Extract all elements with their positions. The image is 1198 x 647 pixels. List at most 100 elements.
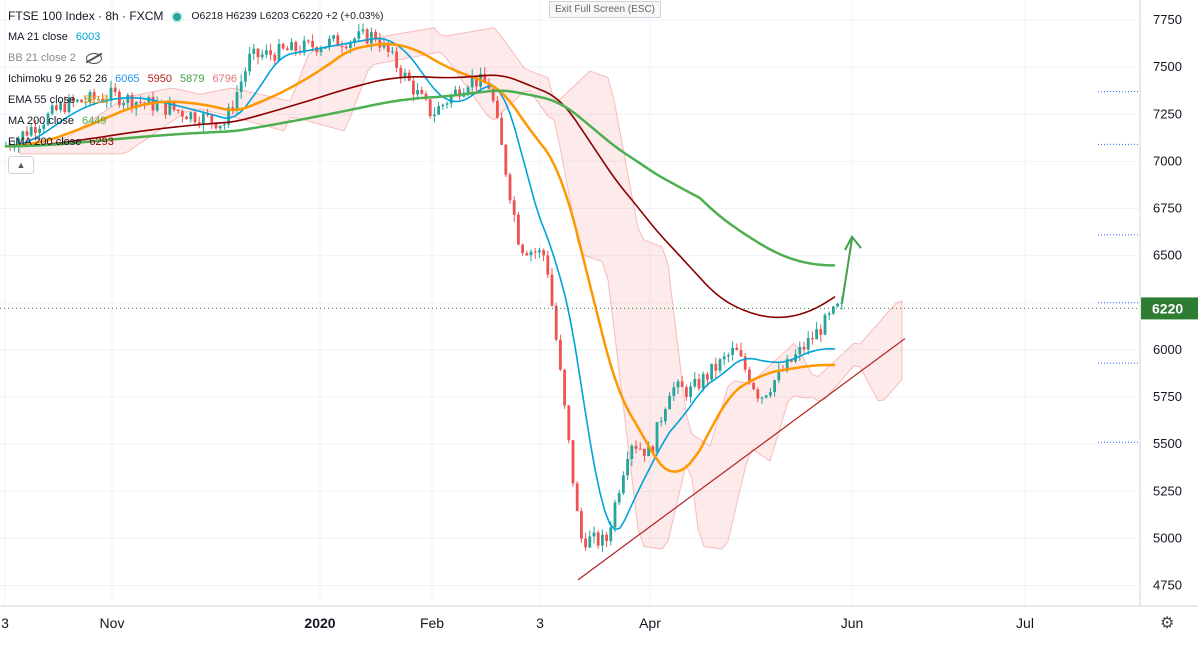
arrow-head — [844, 234, 862, 251]
candle-body — [769, 392, 772, 396]
candle-body — [164, 101, 167, 115]
candle-body — [550, 274, 554, 306]
candle-body — [517, 214, 520, 245]
last-price-label: 6220 — [1152, 300, 1183, 316]
y-tick-label: 5500 — [1153, 436, 1182, 451]
candle-body — [231, 107, 235, 110]
candle-body — [412, 80, 415, 95]
candle-body — [617, 493, 621, 503]
candle-body — [189, 112, 193, 120]
candle-body — [71, 97, 75, 102]
candle-body — [752, 382, 755, 390]
ma21-value: 6003 — [75, 31, 101, 43]
chevron-up-icon: ▲ — [16, 160, 26, 170]
candle-body — [319, 48, 323, 53]
candle-body — [197, 122, 201, 125]
candle-body — [622, 475, 625, 494]
candle-body — [134, 101, 138, 109]
candle-body — [315, 47, 319, 53]
candle-body — [626, 458, 629, 476]
candle-body — [252, 48, 256, 54]
candle-body — [155, 102, 159, 111]
candle-body — [748, 369, 751, 383]
candle-body — [340, 46, 344, 48]
candle-body — [97, 98, 100, 100]
eye-off-icon[interactable] — [85, 53, 102, 64]
candle-body — [67, 97, 71, 113]
candle-body — [92, 92, 96, 100]
candle-body — [710, 363, 713, 380]
collapse-legend-button[interactable]: ▲ — [8, 156, 34, 174]
candle-body — [777, 369, 781, 381]
y-tick-label: 4750 — [1153, 578, 1182, 593]
candle-body — [680, 381, 684, 388]
y-tick-label: 7500 — [1153, 59, 1182, 74]
candle-body — [176, 109, 180, 112]
candle-body — [42, 124, 46, 129]
symbol-title[interactable]: FTSE 100 Index · 8h · FXCM — [8, 9, 164, 23]
candle-body — [613, 502, 617, 528]
ema55-label[interactable]: EMA 55 close — [8, 94, 76, 106]
ohlc-values: O6218 H6239 L6203 C6220 +2 (+0.03%) — [191, 10, 384, 22]
candle-body — [697, 378, 701, 389]
candle-body — [735, 347, 739, 351]
candle-body — [756, 389, 760, 399]
candle-body — [701, 374, 705, 389]
y-tick-label: 7750 — [1153, 12, 1182, 27]
candle-body — [168, 102, 172, 115]
candle-body — [294, 42, 298, 51]
x-tick-label: Nov — [100, 615, 125, 631]
bb-label[interactable]: BB 21 close 2 — [8, 52, 76, 64]
candle-body — [239, 81, 243, 93]
ma200-label[interactable]: MA 200 close — [8, 115, 75, 127]
candle-body — [693, 378, 697, 387]
candle-body — [714, 363, 718, 371]
candle-body — [483, 74, 487, 83]
ichimoku-base: 5950 — [147, 73, 173, 85]
candle-body — [248, 53, 251, 72]
x-tick-label: 3 — [1, 615, 9, 631]
candle-body — [731, 347, 734, 355]
candle-body — [651, 446, 655, 453]
candle-body — [672, 387, 676, 396]
ichimoku-label[interactable]: Ichimoku 9 26 52 26 — [8, 73, 108, 85]
candle-body — [109, 87, 113, 101]
y-tick-label: 6500 — [1153, 248, 1182, 263]
ichimoku-conversion: 6065 — [115, 73, 140, 85]
ichimoku-lead1: 5879 — [180, 73, 205, 85]
candle-body — [630, 445, 634, 459]
market-status-icon — [173, 12, 182, 21]
candle-body — [567, 405, 571, 441]
candle-body — [664, 409, 667, 422]
candle-body — [634, 445, 638, 449]
gear-icon[interactable]: ⚙ — [1160, 615, 1175, 632]
candle-body — [357, 31, 361, 39]
candle-body — [525, 253, 529, 256]
y-tick-label: 7250 — [1153, 106, 1182, 121]
y-tick-label: 6000 — [1153, 342, 1182, 357]
ma21-label[interactable]: MA 21 close — [8, 31, 68, 43]
ma200-value: 6449 — [82, 115, 107, 127]
ichimoku-lead2: 6796 — [212, 73, 238, 85]
x-tick-label: 2020 — [304, 615, 335, 631]
candle-body — [445, 103, 449, 105]
ema200-label[interactable]: EMA 200 close — [8, 136, 82, 148]
candle-body — [491, 88, 495, 101]
last-price-badge — [1141, 297, 1198, 320]
candle-body — [244, 71, 247, 82]
candle-body — [529, 251, 533, 256]
candle-body — [223, 124, 226, 126]
candle-body — [130, 94, 134, 109]
candle-body — [172, 102, 176, 110]
candle-body — [361, 29, 365, 32]
exit-fullscreen-button[interactable]: Exit Full Screen (ESC) — [549, 1, 661, 18]
candle-body — [21, 131, 25, 139]
y-tick-label: 5000 — [1153, 530, 1182, 545]
candle-body — [265, 50, 268, 55]
candle-body — [832, 306, 835, 314]
candle-body — [840, 302, 844, 304]
candle-body — [374, 31, 377, 40]
candle-body — [470, 76, 474, 88]
